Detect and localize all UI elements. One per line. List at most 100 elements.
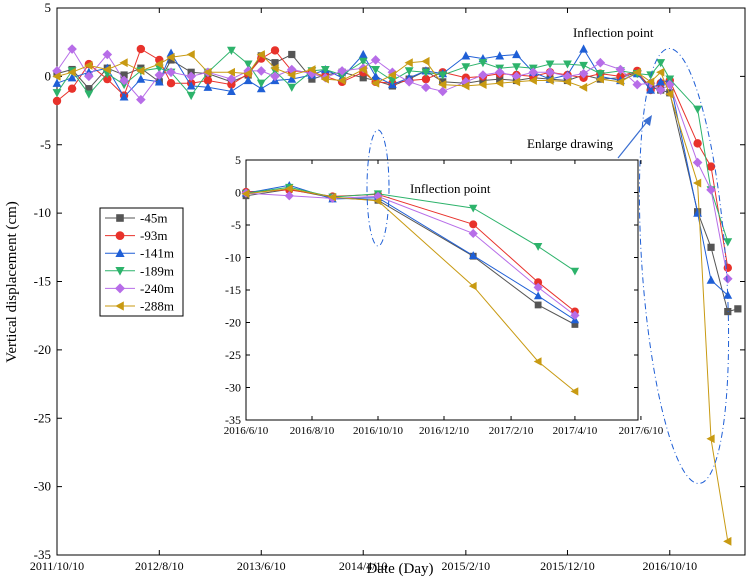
inset-y-tick-label: -25 [225, 348, 241, 362]
data-point [632, 79, 643, 90]
inflection-label: Inflection point [573, 25, 654, 40]
data-point [256, 79, 266, 88]
legend-label: -45m [140, 211, 167, 226]
data-point [136, 74, 146, 83]
y-tick-label: -15 [34, 274, 51, 289]
inset-y-tick-label: -10 [225, 251, 241, 265]
data-point [545, 76, 554, 85]
data-point [578, 82, 588, 92]
inset-x-tick-label: 2016/10/10 [353, 425, 404, 437]
data-point [102, 49, 113, 60]
legend-label: -288m [140, 299, 174, 314]
data-point [655, 85, 666, 95]
legend: -45m -93m -141m -189m -240m -288m [99, 207, 184, 317]
enlarge-arrow-line [617, 117, 651, 159]
inset-data-point [533, 243, 543, 251]
data-point [723, 536, 732, 546]
data-point [119, 58, 128, 68]
data-point [256, 84, 266, 93]
inset-x-tick-label: 2017/6/10 [619, 425, 664, 437]
data-point [646, 85, 656, 94]
data-point [166, 52, 175, 62]
data-point [337, 76, 346, 85]
data-point [243, 69, 252, 79]
inset-data-point [373, 196, 382, 206]
inset-y-tick-label: -35 [225, 413, 241, 427]
inset-data-point [284, 184, 293, 193]
data-point [52, 78, 62, 87]
data-point [186, 71, 196, 82]
data-point [646, 77, 655, 87]
data-point [288, 50, 296, 59]
data-point [167, 56, 175, 64]
data-point [404, 77, 414, 87]
data-point [562, 77, 572, 87]
data-point [358, 65, 367, 74]
inset-y-tick-label: -5 [231, 218, 241, 232]
inset-y-tick-label: 0 [235, 186, 241, 200]
data-point [478, 59, 488, 68]
data-point [154, 59, 163, 69]
data-point [203, 82, 213, 91]
data-point [85, 85, 93, 93]
data-point [706, 434, 715, 444]
legend-label: -189m [140, 263, 174, 278]
data-point [528, 67, 539, 78]
data-point [388, 76, 397, 86]
data-point [52, 71, 61, 81]
inset-data-point [570, 387, 579, 396]
legend-marker [115, 301, 124, 311]
data-point [595, 57, 606, 68]
data-point [478, 80, 487, 89]
data-point [287, 70, 296, 80]
data-point [370, 55, 381, 65]
data-point [67, 44, 77, 54]
legend-marker [116, 214, 124, 222]
data-point [494, 67, 505, 78]
x-tick-label: 2015/2/10 [442, 559, 491, 573]
data-point [528, 76, 537, 85]
data-point [256, 50, 265, 59]
data-point [84, 61, 93, 70]
data-point [371, 65, 381, 75]
data-point [439, 78, 447, 86]
data-point [358, 49, 368, 59]
data-point [495, 51, 505, 60]
data-point [706, 185, 716, 195]
data-point [579, 44, 588, 53]
inset-data-point [469, 204, 478, 213]
inset-x-tick-label: 2016/12/10 [419, 425, 470, 437]
data-point [287, 83, 297, 92]
legend-marker [115, 231, 125, 241]
data-point [308, 75, 316, 83]
data-point [438, 71, 448, 80]
data-point [545, 60, 555, 69]
data-point [723, 238, 733, 247]
data-point [320, 65, 330, 75]
data-point [186, 81, 196, 90]
data-point [270, 46, 280, 55]
data-point [707, 243, 715, 251]
inset-data-point [533, 291, 543, 300]
data-point [186, 91, 196, 101]
data-point [203, 67, 212, 77]
data-point [693, 139, 702, 148]
legend-marker [115, 248, 125, 257]
legend-label: -141m [140, 246, 174, 261]
data-point [371, 71, 381, 80]
data-point [437, 86, 448, 97]
inset-y-tick-label: 5 [235, 153, 241, 167]
data-point [358, 57, 368, 66]
inset-x-tick-label: 2016/8/10 [290, 425, 335, 437]
inset-data-point [469, 220, 478, 229]
data-point [511, 77, 521, 87]
data-point [421, 68, 431, 77]
data-point [371, 78, 380, 88]
inset-data-point [534, 278, 543, 287]
data-point [270, 63, 279, 73]
data-point [337, 66, 347, 76]
y-tick-label: -10 [34, 205, 51, 220]
data-point [706, 275, 716, 284]
